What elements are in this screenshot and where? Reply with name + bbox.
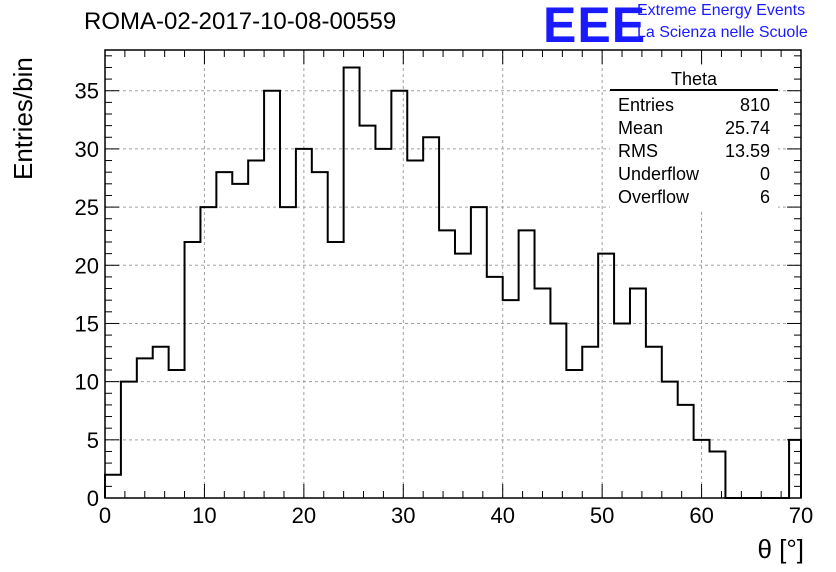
histogram-bin bbox=[519, 230, 535, 498]
histogram-bin bbox=[360, 126, 376, 498]
histogram-bin bbox=[550, 323, 566, 498]
x-tick-label: 40 bbox=[490, 503, 514, 528]
eee-logo: EEE bbox=[543, 0, 647, 53]
histogram-bin bbox=[439, 230, 455, 498]
histogram-bin bbox=[789, 440, 801, 498]
histogram-bin bbox=[169, 370, 185, 498]
histogram-bin bbox=[566, 370, 582, 498]
histogram-bin bbox=[280, 207, 296, 498]
x-tick-label: 50 bbox=[590, 503, 614, 528]
histogram-bin bbox=[582, 347, 598, 498]
stats-label: RMS bbox=[618, 141, 658, 161]
x-tick-label: 60 bbox=[689, 503, 713, 528]
y-tick-label: 5 bbox=[87, 428, 99, 453]
histogram-bin bbox=[328, 242, 344, 498]
histogram-bin bbox=[391, 91, 407, 498]
logo-subtitle-2: La Scienza nelle Scuole bbox=[637, 24, 808, 41]
histogram-bin bbox=[598, 254, 614, 498]
histogram-bin bbox=[200, 207, 216, 498]
y-tick-label: 20 bbox=[75, 253, 99, 278]
logo-subtitle-1: Extreme Energy Events bbox=[637, 2, 806, 19]
histogram-bin bbox=[614, 323, 630, 498]
histogram-bin bbox=[248, 161, 264, 498]
stats-value: 13.59 bbox=[724, 141, 770, 161]
y-axis-label: Entries/bin bbox=[8, 57, 38, 180]
stats-row-overflow: Overflow 6 bbox=[610, 186, 778, 209]
histogram-bin bbox=[503, 300, 519, 498]
x-tick-label: 0 bbox=[99, 503, 111, 528]
run-title: ROMA-02-2017-10-08-00559 bbox=[84, 8, 397, 35]
histogram-series bbox=[104, 66, 802, 499]
histogram-bin bbox=[455, 254, 471, 498]
stats-label: Overflow bbox=[618, 187, 690, 207]
y-tick-label: 0 bbox=[87, 486, 99, 511]
histogram-bin bbox=[407, 161, 423, 498]
histogram-bin bbox=[153, 347, 169, 498]
plot-frame bbox=[104, 49, 802, 499]
histogram-bin bbox=[678, 405, 694, 498]
histogram-bin bbox=[423, 137, 439, 498]
histogram-bin bbox=[121, 382, 137, 498]
histogram-bin bbox=[646, 347, 662, 498]
y-tick-label: 15 bbox=[75, 311, 99, 336]
x-tick-label: 30 bbox=[391, 503, 415, 528]
y-tick-label: 30 bbox=[75, 137, 99, 162]
histogram-bin bbox=[662, 382, 678, 498]
x-tick-label: 10 bbox=[192, 503, 216, 528]
stats-value: 810 bbox=[739, 95, 770, 115]
histogram-bin bbox=[312, 172, 328, 498]
x-axis-label: θ [°] bbox=[757, 534, 804, 564]
stats-box: Theta Entries 810 Mean 25.74 RMS 13.59 U… bbox=[610, 68, 778, 209]
histogram-bin bbox=[137, 358, 153, 498]
histogram-line bbox=[104, 66, 802, 499]
stats-title: Theta bbox=[610, 68, 778, 91]
stats-row-underflow: Underflow 0 bbox=[610, 163, 778, 186]
stats-row-rms: RMS 13.59 bbox=[610, 140, 778, 163]
histogram-bin bbox=[487, 277, 503, 498]
histogram-bin bbox=[232, 184, 248, 498]
stats-row-mean: Mean 25.74 bbox=[610, 117, 778, 140]
axes-box bbox=[104, 49, 802, 499]
stats-row-entries: Entries 810 bbox=[610, 94, 778, 117]
x-tick-label: 70 bbox=[789, 503, 813, 528]
histogram-bin bbox=[375, 149, 391, 498]
histogram-bin bbox=[264, 91, 280, 498]
y-tick-label: 10 bbox=[75, 370, 99, 395]
x-tick-label: 20 bbox=[292, 503, 316, 528]
stats-value: 25.74 bbox=[724, 118, 770, 138]
stats-value: 6 bbox=[759, 187, 770, 207]
histogram-bin bbox=[630, 289, 646, 498]
histogram-bin bbox=[216, 172, 232, 498]
histogram-bin bbox=[710, 451, 726, 498]
stats-value: 0 bbox=[759, 164, 770, 184]
histogram-bin bbox=[185, 242, 201, 498]
y-tick-label: 25 bbox=[75, 195, 99, 220]
histogram-bin bbox=[535, 289, 551, 498]
histogram-bin bbox=[471, 207, 487, 498]
axis-ticks bbox=[104, 50, 802, 499]
stats-label: Mean bbox=[618, 118, 664, 138]
histogram-bin bbox=[344, 67, 360, 498]
histogram-bin bbox=[296, 149, 312, 498]
stats-label: Underflow bbox=[618, 164, 700, 184]
y-tick-label: 35 bbox=[75, 79, 99, 104]
stats-label: Entries bbox=[618, 95, 675, 115]
